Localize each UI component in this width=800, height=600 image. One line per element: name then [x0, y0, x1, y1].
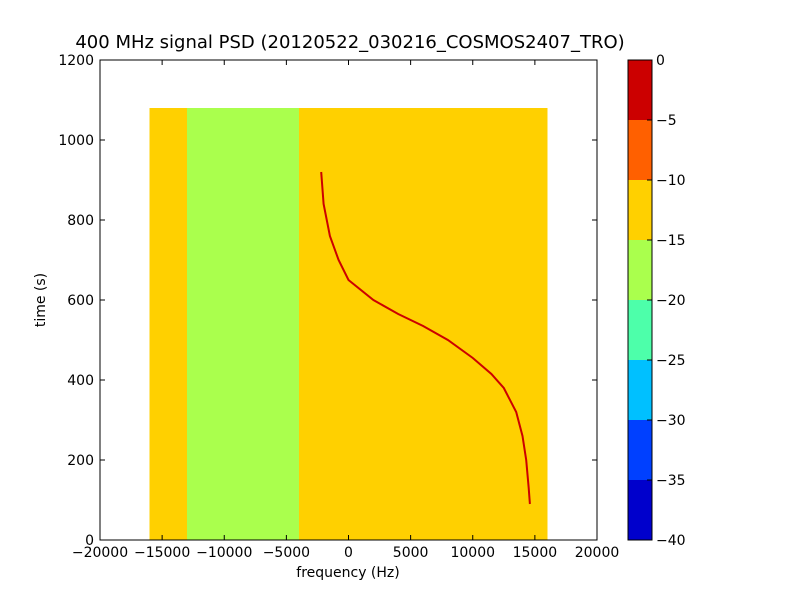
x-tick-label: −20000 [72, 545, 128, 561]
colorbar-band-2 [628, 180, 652, 240]
y-tick-label: 200 [67, 453, 94, 469]
y-tick-label: 600 [67, 293, 94, 309]
colorbar-band-0 [628, 60, 652, 120]
colorbar-tick-label: −30 [656, 413, 686, 429]
y-tick-label: 800 [67, 213, 94, 229]
colorbar-band-6 [628, 420, 652, 480]
colorbar-band-1 [628, 120, 652, 180]
chart-title: 400 MHz signal PSD (20120522_030216_COSM… [75, 32, 624, 53]
colorbar-tick-label: −5 [656, 113, 677, 129]
y-axis-label: time (s) [33, 273, 49, 327]
colorbar-band-4 [628, 300, 652, 360]
heatmap-band-0 [149, 108, 187, 540]
x-axis-label: frequency (Hz) [296, 565, 399, 581]
colorbar: 0 −5 −10 −15 −20 −25 −30 −35 −40 [627, 53, 686, 549]
colorbar-tick-label: −25 [656, 353, 686, 369]
y-axis: 0 200 400 600 800 1000 1200 [58, 53, 597, 549]
heatmap-area [149, 108, 548, 540]
x-tick-label: 10000 [450, 545, 495, 561]
colorbar-tick-label: −40 [656, 533, 686, 549]
x-tick-label: −10000 [196, 545, 252, 561]
colorbar-tick-label: −10 [656, 173, 686, 189]
x-tick-label: −5000 [263, 545, 310, 561]
heatmap-band-1 [186, 108, 299, 540]
x-tick-label: 0 [344, 545, 353, 561]
colorbar-tick-label: −35 [656, 473, 686, 489]
x-tick-label: −15000 [134, 545, 190, 561]
y-tick-label: 0 [85, 533, 94, 549]
heatmap-band-2 [298, 108, 349, 540]
colorbar-band-3 [628, 240, 652, 300]
colorbar-tick-label: −15 [656, 233, 686, 249]
x-tick-label: 20000 [575, 545, 620, 561]
colorbar-band-7 [628, 480, 652, 540]
x-axis: −20000 −15000 −10000 −5000 0 5000 10000 15000 20… [72, 60, 619, 561]
heatmap-band-3 [348, 108, 436, 540]
colorbar-tick-label: −20 [656, 293, 686, 309]
x-tick-label: 15000 [513, 545, 558, 561]
y-tick-label: 1200 [58, 53, 94, 69]
heatmap-band-5 [534, 108, 548, 540]
signal-trace [320, 171, 531, 505]
heatmap-band-4 [435, 108, 548, 540]
y-tick-label: 400 [67, 373, 94, 389]
y-tick-label: 1000 [58, 133, 94, 149]
x-tick-label: 5000 [393, 545, 429, 561]
colorbar-tick-label: 0 [656, 53, 665, 69]
colorbar-band-5 [628, 360, 652, 420]
